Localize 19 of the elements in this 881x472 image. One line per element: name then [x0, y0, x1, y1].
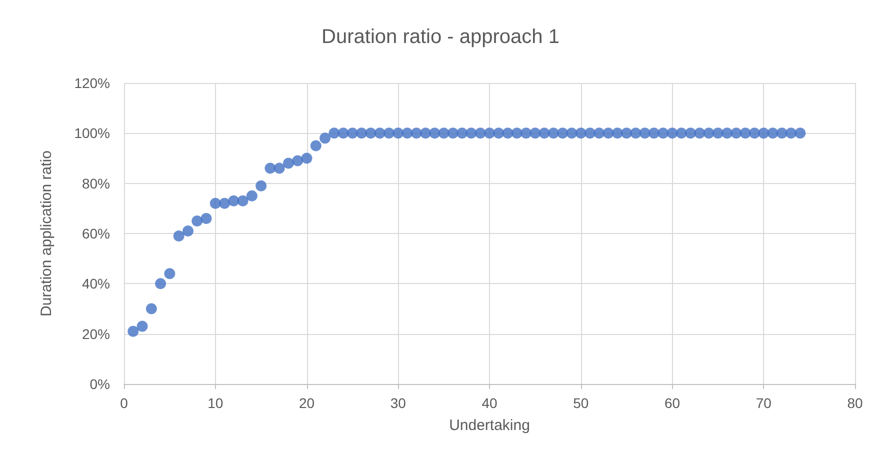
- x-tick-label: 80: [847, 395, 863, 411]
- y-axis-title: Duration application ratio: [38, 150, 55, 316]
- x-tick-label: 70: [756, 395, 772, 411]
- y-tick-label: 80%: [82, 175, 110, 192]
- y-tick-label: 60%: [82, 226, 110, 242]
- x-axis-title: Undertaking: [449, 417, 530, 434]
- y-tick-label: 0%: [90, 376, 110, 392]
- x-tick-label: 40: [482, 395, 498, 411]
- y-tick-label: 100%: [74, 125, 110, 142]
- x-tick-label: 20: [298, 395, 315, 411]
- x-tick-label: 0: [120, 395, 128, 411]
- x-tick-label: 50: [573, 395, 589, 411]
- y-tick-label: 20%: [82, 326, 110, 342]
- chart-title: Duration ratio - approach 1: [322, 26, 560, 48]
- y-tick-label: 120%: [74, 75, 110, 91]
- x-tick-label: 60: [664, 395, 680, 411]
- x-tick-label: 10: [208, 395, 224, 411]
- y-tick-label: 40%: [82, 276, 110, 292]
- x-tick-label: 30: [390, 395, 406, 411]
